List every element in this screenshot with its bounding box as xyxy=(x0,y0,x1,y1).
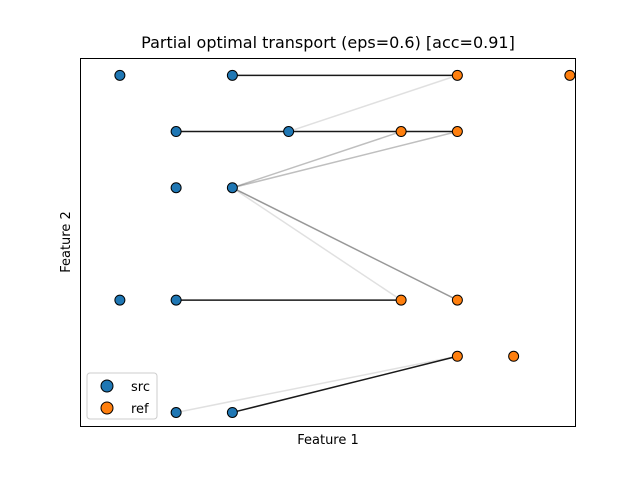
src-point-7 xyxy=(170,294,182,306)
transport-line-6 xyxy=(232,187,458,301)
ref-point-7 xyxy=(508,350,520,362)
legend-marker-src xyxy=(100,379,114,393)
src-point-3 xyxy=(283,126,295,138)
transport-line-2 xyxy=(288,74,458,133)
ref-point-6 xyxy=(451,350,463,362)
transport-line-5 xyxy=(231,187,402,301)
src-point-4 xyxy=(170,182,182,194)
src-point-6 xyxy=(114,294,126,306)
ref-point-5 xyxy=(451,294,463,306)
transport-lines xyxy=(175,74,458,414)
transport-line-9 xyxy=(175,355,458,414)
legend-marker-ref xyxy=(100,401,114,415)
src-point-8 xyxy=(170,406,182,418)
scatter-points xyxy=(114,69,576,418)
legend-label-src: src xyxy=(131,380,150,395)
x-axis-label: Feature 1 xyxy=(297,433,359,448)
transport-line-8 xyxy=(232,355,458,414)
src-point-2 xyxy=(170,126,182,138)
transport-line-3 xyxy=(232,130,402,189)
src-point-0 xyxy=(114,69,126,81)
src-point-5 xyxy=(226,182,238,194)
src-point-9 xyxy=(226,406,238,418)
legend: src ref xyxy=(86,372,158,420)
ref-point-0 xyxy=(451,69,463,81)
src-point-1 xyxy=(226,69,238,81)
plot-frame xyxy=(80,58,576,427)
ref-point-3 xyxy=(451,126,463,138)
legend-label-ref: ref xyxy=(131,402,149,417)
ref-point-1 xyxy=(564,69,576,81)
ref-point-4 xyxy=(395,294,407,306)
chart-title: Partial optimal transport (eps=0.6) [acc… xyxy=(141,33,515,52)
ref-point-2 xyxy=(395,126,407,138)
y-axis-label: Feature 2 xyxy=(59,211,74,273)
transport-line-4 xyxy=(232,130,458,189)
